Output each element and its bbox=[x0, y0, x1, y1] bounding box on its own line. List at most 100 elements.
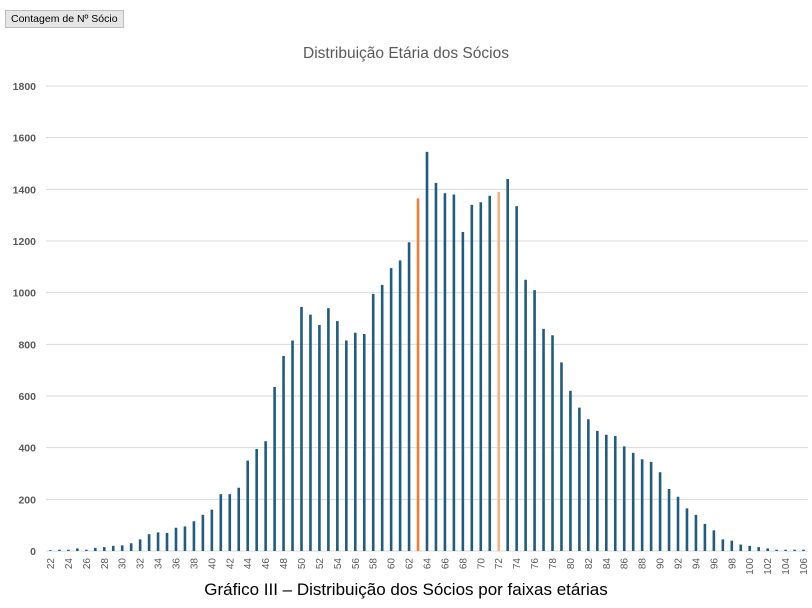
bar-39 bbox=[201, 514, 205, 551]
bar-100 bbox=[748, 545, 752, 551]
bar-31 bbox=[129, 543, 133, 551]
bar-105 bbox=[793, 549, 796, 551]
x-tick-label: 104 bbox=[781, 558, 792, 575]
bar-92 bbox=[676, 496, 680, 551]
bar-55 bbox=[345, 340, 348, 551]
bar-104 bbox=[784, 549, 787, 551]
bar-57 bbox=[362, 334, 366, 551]
x-tick-label: 48 bbox=[279, 558, 290, 570]
x-tick-label: 78 bbox=[548, 558, 559, 570]
x-tick-label: 28 bbox=[100, 558, 111, 570]
bar-22 bbox=[49, 550, 52, 551]
bar-42 bbox=[228, 494, 232, 551]
bar-32 bbox=[138, 539, 142, 552]
bar-93 bbox=[685, 508, 689, 552]
bar-97 bbox=[721, 539, 725, 552]
y-tick-label: 0 bbox=[30, 546, 36, 558]
bar-75 bbox=[524, 279, 527, 551]
y-tick-label: 200 bbox=[18, 494, 36, 506]
bar-chart: 0 200 400 600 800 1000 1200 1400 1600 1800 22 24 26… bbox=[13, 81, 810, 575]
x-axis-ticks: 22 24 26 28 30 32 34 36 38 40 42 44 46 48 50 52 54 56 58 60… bbox=[46, 558, 810, 575]
bar-59 bbox=[380, 284, 384, 551]
x-tick-label: 68 bbox=[458, 558, 469, 570]
bar-87 bbox=[631, 452, 635, 551]
x-tick-label: 56 bbox=[351, 558, 362, 570]
bar-47 bbox=[273, 386, 276, 551]
bar-86 bbox=[622, 446, 626, 552]
bar-40 bbox=[210, 509, 214, 551]
bar-56 bbox=[353, 332, 357, 551]
x-tick-label: 90 bbox=[656, 558, 667, 570]
bar-25 bbox=[76, 548, 79, 551]
x-tick-label: 58 bbox=[369, 558, 380, 570]
x-tick-label: 38 bbox=[189, 558, 200, 570]
bar-98 bbox=[730, 540, 734, 551]
bar-69 bbox=[470, 204, 474, 551]
bar-29 bbox=[111, 545, 115, 551]
bar-65 bbox=[434, 182, 438, 552]
x-tick-label: 60 bbox=[387, 558, 398, 570]
bar-45 bbox=[255, 448, 258, 551]
bar-61 bbox=[398, 260, 402, 552]
bar-106 bbox=[802, 549, 805, 551]
x-tick-label: 74 bbox=[512, 558, 523, 570]
x-tick-label: 26 bbox=[82, 558, 93, 570]
bar-91 bbox=[667, 489, 671, 551]
bar-38 bbox=[192, 521, 196, 551]
x-tick-label: 22 bbox=[46, 558, 57, 570]
bar-51 bbox=[309, 314, 312, 552]
bar-79 bbox=[560, 362, 563, 551]
bar-89 bbox=[649, 461, 653, 552]
x-tick-label: 86 bbox=[620, 558, 631, 570]
y-tick-label: 1400 bbox=[13, 184, 37, 196]
x-tick-label: 82 bbox=[584, 558, 595, 570]
bar-90 bbox=[658, 472, 662, 551]
x-tick-label: 76 bbox=[530, 558, 541, 570]
bar-76 bbox=[533, 290, 536, 551]
y-tick-label: 400 bbox=[18, 443, 36, 455]
bar-96 bbox=[712, 530, 716, 551]
bar-41 bbox=[219, 494, 223, 551]
bar-27 bbox=[94, 547, 97, 551]
x-tick-label: 84 bbox=[602, 558, 613, 570]
bar-94 bbox=[694, 514, 698, 551]
bar-88 bbox=[640, 459, 644, 551]
x-tick-label: 98 bbox=[727, 558, 738, 570]
bar-103 bbox=[775, 549, 778, 551]
bar-72 bbox=[497, 191, 501, 552]
x-tick-label: 44 bbox=[243, 558, 254, 570]
bar-49 bbox=[291, 340, 294, 551]
bar-52 bbox=[318, 324, 321, 551]
y-tick-label: 1800 bbox=[13, 81, 37, 93]
bar-84 bbox=[604, 434, 608, 551]
bar-50 bbox=[300, 306, 303, 552]
bar-24 bbox=[67, 549, 70, 551]
bar-67 bbox=[452, 194, 456, 551]
bar-68 bbox=[461, 231, 465, 551]
chart-bars bbox=[49, 151, 805, 552]
x-tick-label: 62 bbox=[405, 558, 416, 570]
bar-28 bbox=[102, 547, 106, 552]
bar-95 bbox=[703, 523, 707, 552]
pivot-field-button[interactable]: Contagem de Nº Sócio bbox=[5, 10, 124, 28]
x-tick-label: 46 bbox=[261, 558, 272, 570]
x-tick-label: 42 bbox=[225, 558, 236, 570]
bar-85 bbox=[613, 436, 617, 551]
x-tick-label: 32 bbox=[136, 558, 147, 570]
x-tick-label: 92 bbox=[674, 558, 685, 570]
bar-77 bbox=[542, 328, 545, 551]
bar-83 bbox=[596, 430, 599, 552]
bar-34 bbox=[156, 532, 160, 551]
x-tick-label: 100 bbox=[745, 558, 756, 575]
bar-63 bbox=[416, 198, 420, 552]
x-tick-label: 24 bbox=[64, 558, 75, 570]
bar-54 bbox=[336, 321, 339, 551]
x-tick-label: 40 bbox=[207, 558, 218, 570]
bar-80 bbox=[569, 390, 572, 551]
x-tick-label: 106 bbox=[799, 558, 810, 575]
bar-82 bbox=[587, 419, 590, 551]
bar-64 bbox=[425, 151, 429, 552]
x-tick-label: 72 bbox=[494, 558, 505, 570]
y-axis-ticks: 0 200 400 600 800 1000 1200 1400 1600 1800 bbox=[13, 81, 37, 558]
bar-48 bbox=[282, 355, 285, 551]
